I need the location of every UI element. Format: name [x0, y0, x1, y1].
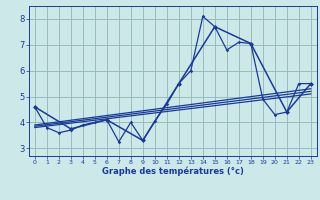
- X-axis label: Graphe des températures (°c): Graphe des températures (°c): [102, 167, 244, 176]
